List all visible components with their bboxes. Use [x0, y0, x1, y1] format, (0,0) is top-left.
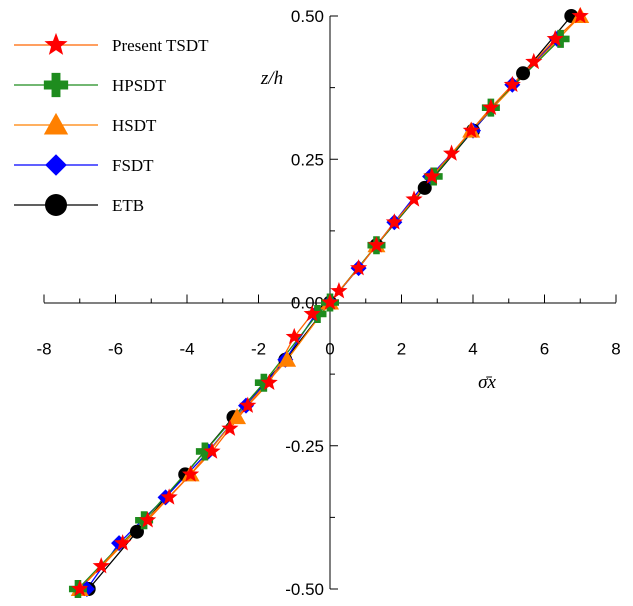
legend-marker-triangle: [43, 112, 69, 135]
legend-item: ETB: [14, 194, 144, 216]
data-point-star: [92, 557, 110, 574]
ticks: -8 -6 -4 -2 0 2 4 6 8-0.50-0.250.000.250.50: [36, 7, 620, 599]
y-tick-label: 0.50: [291, 7, 324, 26]
data-point-star: [462, 121, 480, 138]
data-point-star: [221, 419, 239, 436]
legend-label: ETB: [112, 196, 144, 215]
y-axis-title: z/h: [260, 68, 283, 89]
data-point-star: [182, 465, 200, 482]
legend-marker-diamond: [45, 154, 67, 176]
legend-label: HPSDT: [112, 76, 166, 95]
data-point-circle: [129, 524, 144, 539]
x-tick-label: -6: [108, 340, 123, 359]
x-tick-label: -8: [36, 340, 51, 359]
series-markers-star: [71, 7, 589, 597]
legend-label: Present TSDT: [112, 36, 209, 55]
data-point-star: [139, 511, 157, 528]
legend-label: HSDT: [112, 116, 157, 135]
data-point-star: [367, 236, 386, 253]
data-point-star: [571, 7, 589, 24]
data-point-star: [423, 167, 441, 184]
data-point-circle: [417, 180, 432, 195]
legend-item: Present TSDT: [14, 32, 209, 55]
data-point-plus: [308, 304, 327, 323]
data-point-star: [321, 293, 339, 310]
x-tick-label: 0: [325, 340, 334, 359]
legend-item: FSDT: [14, 154, 154, 176]
data-point-star: [303, 304, 321, 322]
data-point-star: [285, 327, 303, 345]
y-tick-label: -0.25: [285, 437, 324, 456]
y-tick-label: -0.50: [285, 580, 324, 599]
legend-marker-star: [44, 32, 68, 55]
data-point-plus: [254, 373, 273, 392]
data-point-star: [350, 259, 368, 276]
data-point-star: [525, 52, 543, 70]
data-point-plus: [551, 29, 570, 48]
data-point-star: [71, 580, 89, 597]
data-point-triangle: [278, 350, 297, 367]
data-point-star: [405, 190, 423, 207]
x-tick-label: 6: [540, 340, 549, 359]
data-point-star: [503, 75, 521, 93]
data-point-star: [114, 534, 132, 551]
legend-marker-plus: [43, 72, 69, 98]
y-tick-label: 0.25: [291, 150, 324, 169]
x-tick-label: -4: [179, 340, 194, 359]
series-markers: [68, 7, 590, 598]
x-tick-label: 8: [611, 340, 620, 359]
data-point-star: [260, 373, 278, 390]
data-point-star: [239, 396, 257, 413]
legend-item: HSDT: [14, 112, 157, 135]
x-tick-label: 4: [468, 340, 477, 359]
legend-item: HPSDT: [14, 72, 166, 98]
data-point-star: [160, 488, 178, 505]
x-tick-label: 2: [397, 340, 406, 359]
legend-label: FSDT: [112, 156, 154, 175]
x-tick-label: -2: [251, 340, 266, 359]
data-point-circle: [516, 66, 531, 81]
data-point-star: [442, 144, 461, 161]
x-axis-title: σ̄x: [478, 372, 496, 393]
data-point-star: [482, 98, 500, 115]
data-point-star: [385, 213, 403, 230]
data-point-star: [546, 29, 564, 47]
data-point-star: [203, 442, 221, 459]
data-point-triangle: [228, 408, 247, 425]
data-point-star: [330, 282, 348, 299]
legend: Present TSDT HPSDT HSDT FSDT ETB: [14, 32, 209, 216]
legend-marker-circle: [45, 194, 67, 216]
data-point-plus: [195, 442, 214, 461]
